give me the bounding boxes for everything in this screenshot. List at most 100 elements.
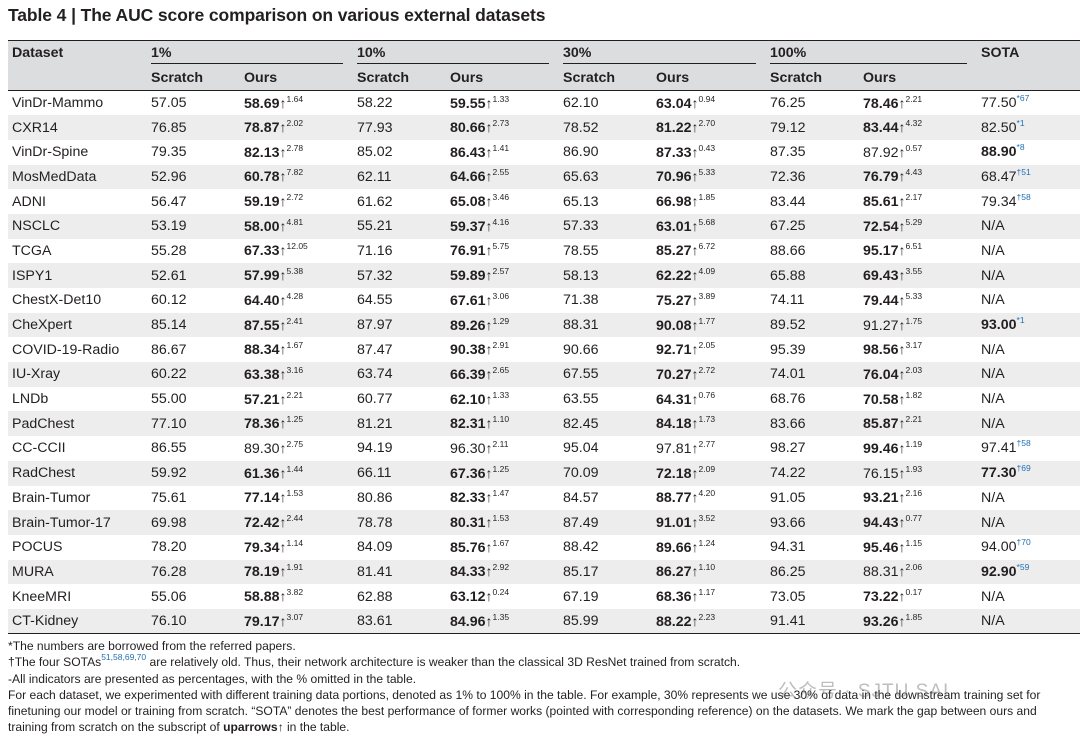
scratch-value: 62.88 (357, 588, 393, 605)
scratch-value: 86.90 (563, 144, 599, 161)
gain-value: 2.65 (492, 364, 510, 375)
scratch-value: 83.61 (353, 608, 447, 635)
ours-score: 58.00 (244, 218, 280, 235)
scratch-value: 84.09 (357, 539, 393, 556)
header-group-100pct: 100% (766, 40, 978, 67)
ours-score: 64.31 (656, 391, 692, 408)
scratch-value: 88.42 (563, 539, 599, 556)
ours-score: 84.33 (450, 564, 486, 581)
dataset-name: Brain-Tumor-17 (8, 510, 147, 535)
up-arrow-icon: ↑ (898, 538, 906, 555)
scratch-value: 55.28 (151, 242, 187, 259)
ours-score: 63.01 (656, 218, 692, 235)
ours-value: 76.04↑2.03 (859, 362, 978, 387)
sota-reference: †51 (1016, 166, 1031, 177)
scratch-value: 86.25 (766, 559, 860, 585)
gain-value: 12.05 (286, 241, 308, 252)
gain-value: 2.17 (905, 192, 923, 203)
ours-score: 63.38 (244, 366, 280, 383)
sota-reference: *1 (1016, 315, 1025, 326)
ours-value: 91.01↑3.52 (652, 510, 767, 535)
ours-value: 70.58↑1.82 (859, 387, 977, 412)
ours-score: 76.91 (450, 243, 486, 260)
up-arrow-icon: ↑ (691, 242, 699, 259)
header-ours: Ours (652, 66, 767, 91)
ours-score: 86.43 (450, 144, 486, 161)
header-blank (8, 66, 147, 91)
ours-score: 88.22 (656, 613, 692, 630)
up-arrow-icon: ↑ (898, 365, 906, 382)
ours-score: 86.27 (656, 564, 692, 581)
ours-value: 58.88↑3.82 (240, 584, 353, 609)
gain-value: 4.32 (905, 118, 923, 129)
ours-value: 64.66↑2.55 (446, 164, 560, 190)
up-arrow-icon: ↑ (485, 143, 493, 160)
up-arrow-icon: ↑ (898, 193, 906, 210)
gain-value: 6.72 (698, 241, 716, 252)
ours-score: 95.46 (863, 539, 899, 556)
dataset-name: MURA (8, 559, 147, 585)
scratch-value: 78.55 (563, 242, 599, 259)
ours-score: 84.96 (450, 613, 486, 630)
ours-value: 90.38↑2.91 (446, 337, 559, 362)
gain-value: 0.77 (905, 513, 923, 524)
scratch-value: 91.05 (770, 489, 806, 506)
sota-reference: *1 (1016, 117, 1025, 128)
ours-value: 59.89↑2.57 (446, 263, 560, 288)
scratch-value: 57.33 (559, 213, 653, 239)
dataset-name: CXR14 (8, 115, 147, 140)
scratch-value: 78.78 (353, 510, 447, 535)
gain-value: 1.44 (286, 463, 304, 474)
ours-value: 87.55↑2.41 (240, 312, 354, 338)
scratch-value: 87.97 (353, 312, 447, 338)
sota-reference: †58 (1016, 438, 1031, 449)
sota-value: N/A (977, 362, 1080, 387)
up-arrow-icon: ↑ (691, 119, 699, 136)
ours-score: 62.10 (450, 391, 486, 408)
scratch-value: 87.49 (559, 510, 653, 535)
ours-score: 70.27 (656, 366, 692, 383)
up-arrow-icon: ↑ (485, 119, 493, 136)
ours-score: 63.04 (656, 95, 692, 112)
scratch-value: 64.55 (357, 292, 393, 309)
ours-value: 88.31↑2.06 (859, 559, 978, 585)
ours-value: 86.27↑1.10 (652, 559, 767, 585)
scratch-value: 57.05 (151, 95, 187, 112)
dataset-name: ISPY1 (8, 263, 147, 288)
ours-value: 85.87↑2.21 (859, 411, 978, 437)
ours-value: 64.40↑4.28 (240, 288, 353, 313)
ours-value: 73.22↑0.17 (859, 584, 977, 609)
table-row: MosMedData 52.96 60.78↑7.82 62.11 64.66↑2.55… (8, 164, 1080, 190)
sota-reference: *8 (1016, 142, 1025, 153)
ours-score: 85.61 (863, 194, 899, 211)
ours-score: 94.43 (863, 515, 899, 532)
gain-value: 5.68 (698, 216, 716, 227)
scratch-value: 66.11 (353, 460, 447, 486)
up-arrow-icon: ↑ (691, 464, 699, 481)
up-arrow-icon: ↑ (898, 119, 906, 136)
scratch-value: 53.19 (147, 213, 240, 239)
ours-value: 62.22↑4.09 (652, 263, 767, 288)
ours-score: 78.46 (863, 95, 899, 112)
gain-value: 2.57 (492, 266, 510, 277)
ours-score: 99.46 (863, 440, 899, 457)
ours-score: 69.43 (863, 268, 899, 285)
sota-value: N/A (977, 608, 1080, 635)
note-3: -All indicators are presented as percent… (8, 671, 417, 686)
ours-score: 95.17 (863, 243, 899, 260)
table-row: CT-Kidney 76.10 79.17↑3.07 83.61 84.96↑1.35 8… (8, 608, 1080, 635)
gain-value: 7.82 (286, 167, 304, 178)
gain-value: 1.64 (286, 93, 304, 104)
dataset-name: IU-Xray (8, 362, 147, 387)
ours-value: 85.61↑2.17 (859, 189, 977, 214)
ours-score: 92.71 (656, 342, 692, 359)
gain-value: 2.44 (286, 513, 304, 524)
ours-value: 58.69↑1.64 (240, 91, 353, 116)
ours-value: 93.26↑1.85 (859, 608, 978, 635)
ours-value: 93.21↑2.16 (859, 486, 977, 511)
gain-value: 1.93 (905, 463, 923, 474)
ours-score: 85.87 (863, 416, 899, 433)
scratch-value: 62.11 (353, 164, 447, 190)
gain-value: 2.92 (492, 562, 510, 573)
ours-value: 95.46↑1.15 (859, 535, 977, 560)
